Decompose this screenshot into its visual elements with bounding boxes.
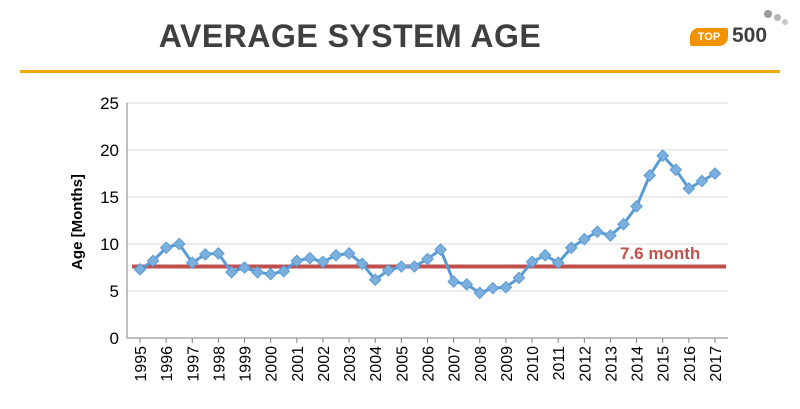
data-point: [473, 286, 487, 300]
y-tick-label: 5: [110, 282, 119, 301]
data-point: [643, 169, 657, 182]
data-point: [708, 167, 722, 180]
data-point: [486, 281, 500, 295]
x-tick-label: 2012: [577, 346, 594, 382]
data-point: [290, 254, 304, 268]
data-point: [381, 263, 395, 277]
data-point: [133, 263, 147, 276]
top500-logo: TOP 500: [690, 8, 790, 50]
y-tick-label: 15: [100, 188, 119, 207]
data-point: [669, 163, 683, 177]
y-tick-labels: 0 5 10 15 20 25: [100, 94, 119, 348]
x-tick-label: 2002: [316, 346, 333, 382]
data-point: [368, 273, 382, 287]
data-point: [146, 254, 160, 268]
x-tick-label: 2015: [656, 346, 673, 382]
data-point: [499, 280, 513, 294]
data-point: [525, 255, 539, 269]
data-point: [303, 251, 317, 265]
logo-badge: TOP: [690, 28, 728, 46]
x-tick-label: 1996: [159, 346, 176, 382]
y-tick-label: 0: [110, 329, 119, 348]
logo-dot: [782, 19, 788, 25]
header-divider: [20, 70, 780, 73]
data-point: [172, 237, 186, 251]
data-point: [329, 248, 343, 262]
data-point: [564, 241, 578, 255]
x-tick-label: 2017: [708, 346, 725, 382]
data-point: [682, 182, 696, 195]
data-point: [159, 241, 173, 255]
x-tick-label: 2006: [421, 346, 438, 382]
page-title: AVERAGE SYSTEM AGE: [158, 18, 542, 54]
data-point: [251, 265, 264, 279]
data-point: [551, 256, 565, 270]
x-tick-label: 1995: [133, 346, 150, 382]
data-point: [277, 264, 291, 278]
x-tick-label: 2003: [342, 346, 359, 382]
data-point: [656, 149, 670, 163]
y-tick-label: 10: [100, 235, 119, 254]
x-tick-label: 2000: [264, 346, 281, 382]
logo-number: 500: [732, 24, 768, 47]
axes: [126, 103, 728, 343]
x-tick-label: 2004: [368, 346, 385, 382]
data-point: [408, 260, 421, 273]
data-point: [604, 229, 617, 242]
data-point: [421, 252, 434, 266]
data-point: [577, 232, 591, 246]
data-point: [212, 247, 225, 260]
series-group: [133, 149, 722, 300]
data-point: [225, 265, 238, 279]
y-axis-label: Age [Months]: [69, 174, 86, 270]
x-tick-label: 1999: [238, 346, 255, 382]
x-tick-label: 1997: [185, 346, 202, 382]
x-tick-label: 2009: [499, 346, 516, 382]
x-tick-label: 2014: [630, 346, 647, 382]
data-point: [538, 248, 552, 262]
x-tick-label: 1998: [211, 346, 228, 382]
data-point: [342, 247, 356, 260]
data-point: [630, 200, 643, 213]
gridlines: [127, 102, 728, 292]
x-tick-label: 2016: [682, 346, 699, 382]
x-tick-label: 2011: [551, 346, 568, 381]
data-point: [238, 261, 251, 274]
data-point: [185, 256, 199, 270]
y-tick-label: 25: [100, 94, 119, 113]
data-point: [316, 255, 330, 269]
reference-line-label: 7.6 month: [620, 244, 700, 263]
x-tick-label: 2008: [473, 346, 490, 382]
data-point: [394, 260, 408, 273]
data-point: [264, 267, 278, 281]
data-point: [617, 217, 630, 231]
x-tick-label: 2005: [394, 346, 411, 382]
x-tick-labels: 1995 1996 1997 1998 1999 2000 2001 2002 2003 2004…: [133, 346, 725, 382]
y-tick-label: 20: [100, 141, 119, 160]
data-point: [198, 247, 212, 261]
data-point: [512, 271, 526, 285]
x-tick-label: 2013: [603, 346, 620, 382]
data-point: [434, 243, 447, 257]
data-point: [695, 174, 709, 188]
x-tick-label: 2010: [525, 346, 542, 382]
x-tick-label: 2001: [290, 346, 307, 382]
data-point: [447, 275, 461, 288]
data-point: [355, 257, 369, 271]
logo-dot: [774, 14, 781, 21]
data-point: [591, 225, 604, 239]
logo-dot: [764, 10, 772, 18]
x-tick-label: 2007: [447, 346, 464, 382]
data-point: [460, 278, 474, 291]
